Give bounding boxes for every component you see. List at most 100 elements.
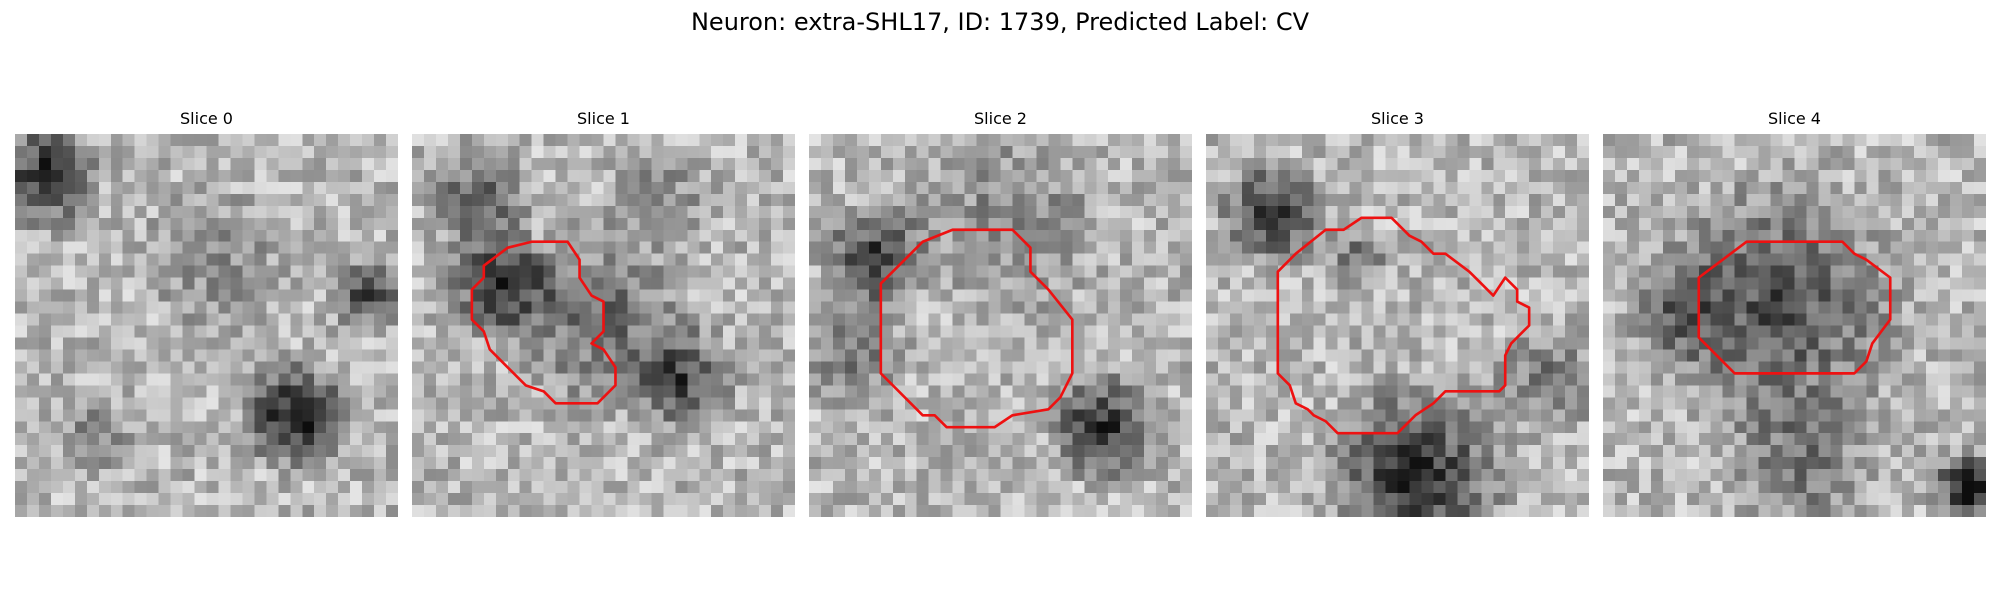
texture-pixel <box>1325 481 1338 494</box>
texture-pixel <box>1072 421 1085 434</box>
texture-pixel <box>86 385 100 398</box>
texture-pixel <box>1289 373 1302 386</box>
texture-pixel <box>1337 313 1350 326</box>
texture-pixel <box>1686 253 1699 266</box>
texture-pixel <box>507 289 520 302</box>
texture-pixel <box>615 373 628 386</box>
texture-pixel <box>1144 301 1157 314</box>
texture-pixel <box>134 241 147 254</box>
texture-pixel <box>1313 193 1326 207</box>
texture-pixel <box>1830 157 1843 171</box>
texture-pixel <box>1830 385 1843 398</box>
texture-pixel <box>314 397 327 410</box>
texture-pixel <box>976 469 989 482</box>
texture-pixel <box>747 289 760 302</box>
texture-pixel <box>735 157 748 171</box>
texture-pixel <box>1770 193 1783 207</box>
texture-pixel <box>1469 205 1482 219</box>
texture-pixel <box>1265 134 1279 147</box>
texture-pixel <box>302 241 315 254</box>
texture-pixel <box>507 157 520 171</box>
texture-pixel <box>15 361 28 374</box>
texture-pixel <box>1854 337 1867 350</box>
texture-pixel <box>1698 325 1711 338</box>
texture-pixel <box>1289 457 1302 470</box>
texture-pixel <box>783 157 795 171</box>
texture-pixel <box>555 181 568 195</box>
texture-pixel <box>1734 253 1747 266</box>
texture-pixel <box>880 469 894 482</box>
texture-pixel <box>1361 385 1374 398</box>
texture-pixel <box>1072 313 1085 326</box>
texture-pixel <box>1914 265 1927 278</box>
texture-pixel <box>1084 265 1097 278</box>
texture-pixel <box>1132 229 1145 242</box>
texture-pixel <box>1746 169 1759 183</box>
texture-pixel <box>663 409 676 422</box>
texture-pixel <box>1481 457 1494 470</box>
texture-pixel <box>218 313 231 326</box>
texture-pixel <box>278 301 291 314</box>
texture-pixel <box>892 229 905 242</box>
texture-pixel <box>1000 361 1013 374</box>
texture-pixel <box>170 409 183 422</box>
texture-pixel <box>1241 397 1255 410</box>
texture-pixel <box>1289 409 1302 422</box>
texture-pixel <box>699 421 712 434</box>
texture-pixel <box>904 421 917 434</box>
texture-pixel <box>1529 469 1542 482</box>
texture-pixel <box>362 217 375 230</box>
texture-pixel <box>110 337 123 350</box>
texture-pixel <box>771 145 784 159</box>
texture-pixel <box>892 193 905 207</box>
texture-pixel <box>15 157 28 171</box>
texture-pixel <box>1758 325 1771 338</box>
texture-pixel <box>1132 397 1145 410</box>
texture-pixel <box>1842 169 1855 183</box>
texture-pixel <box>976 169 989 183</box>
texture-pixel <box>1397 397 1410 410</box>
texture-pixel <box>783 253 795 266</box>
texture-pixel <box>1217 169 1231 183</box>
texture-pixel <box>194 337 207 350</box>
texture-pixel <box>1866 134 1879 147</box>
texture-pixel <box>1842 313 1855 326</box>
texture-pixel <box>38 349 52 362</box>
texture-pixel <box>976 433 989 446</box>
texture-pixel <box>1457 445 1470 458</box>
texture-pixel <box>350 349 363 362</box>
texture-pixel <box>723 157 736 171</box>
texture-pixel <box>1265 445 1279 458</box>
texture-pixel <box>832 493 846 506</box>
texture-pixel <box>783 169 795 183</box>
texture-pixel <box>1950 181 1963 195</box>
texture-pixel <box>711 493 724 506</box>
texture-pixel <box>86 157 100 171</box>
texture-pixel <box>447 193 461 207</box>
texture-pixel <box>1734 289 1747 302</box>
texture-pixel <box>567 217 580 230</box>
texture-pixel <box>1914 361 1927 374</box>
texture-pixel <box>832 457 846 470</box>
texture-pixel <box>1710 181 1723 195</box>
texture-pixel <box>314 385 327 398</box>
texture-pixel <box>122 445 135 458</box>
texture-pixel <box>856 505 870 517</box>
texture-pixel <box>1301 493 1314 506</box>
texture-pixel <box>350 433 363 446</box>
texture-pixel <box>350 457 363 470</box>
texture-pixel <box>1638 385 1652 398</box>
texture-pixel <box>26 217 40 230</box>
texture-pixel <box>1614 169 1628 183</box>
texture-pixel <box>338 277 351 290</box>
texture-pixel <box>1012 361 1025 374</box>
texture-pixel <box>892 157 905 171</box>
texture-pixel <box>1313 493 1326 506</box>
texture-pixel <box>290 325 303 338</box>
texture-pixel <box>1433 277 1446 290</box>
texture-pixel <box>1373 349 1386 362</box>
texture-pixel <box>1421 217 1434 230</box>
texture-pixel <box>1301 205 1314 219</box>
texture-pixel <box>1818 433 1831 446</box>
texture-pixel <box>134 493 147 506</box>
